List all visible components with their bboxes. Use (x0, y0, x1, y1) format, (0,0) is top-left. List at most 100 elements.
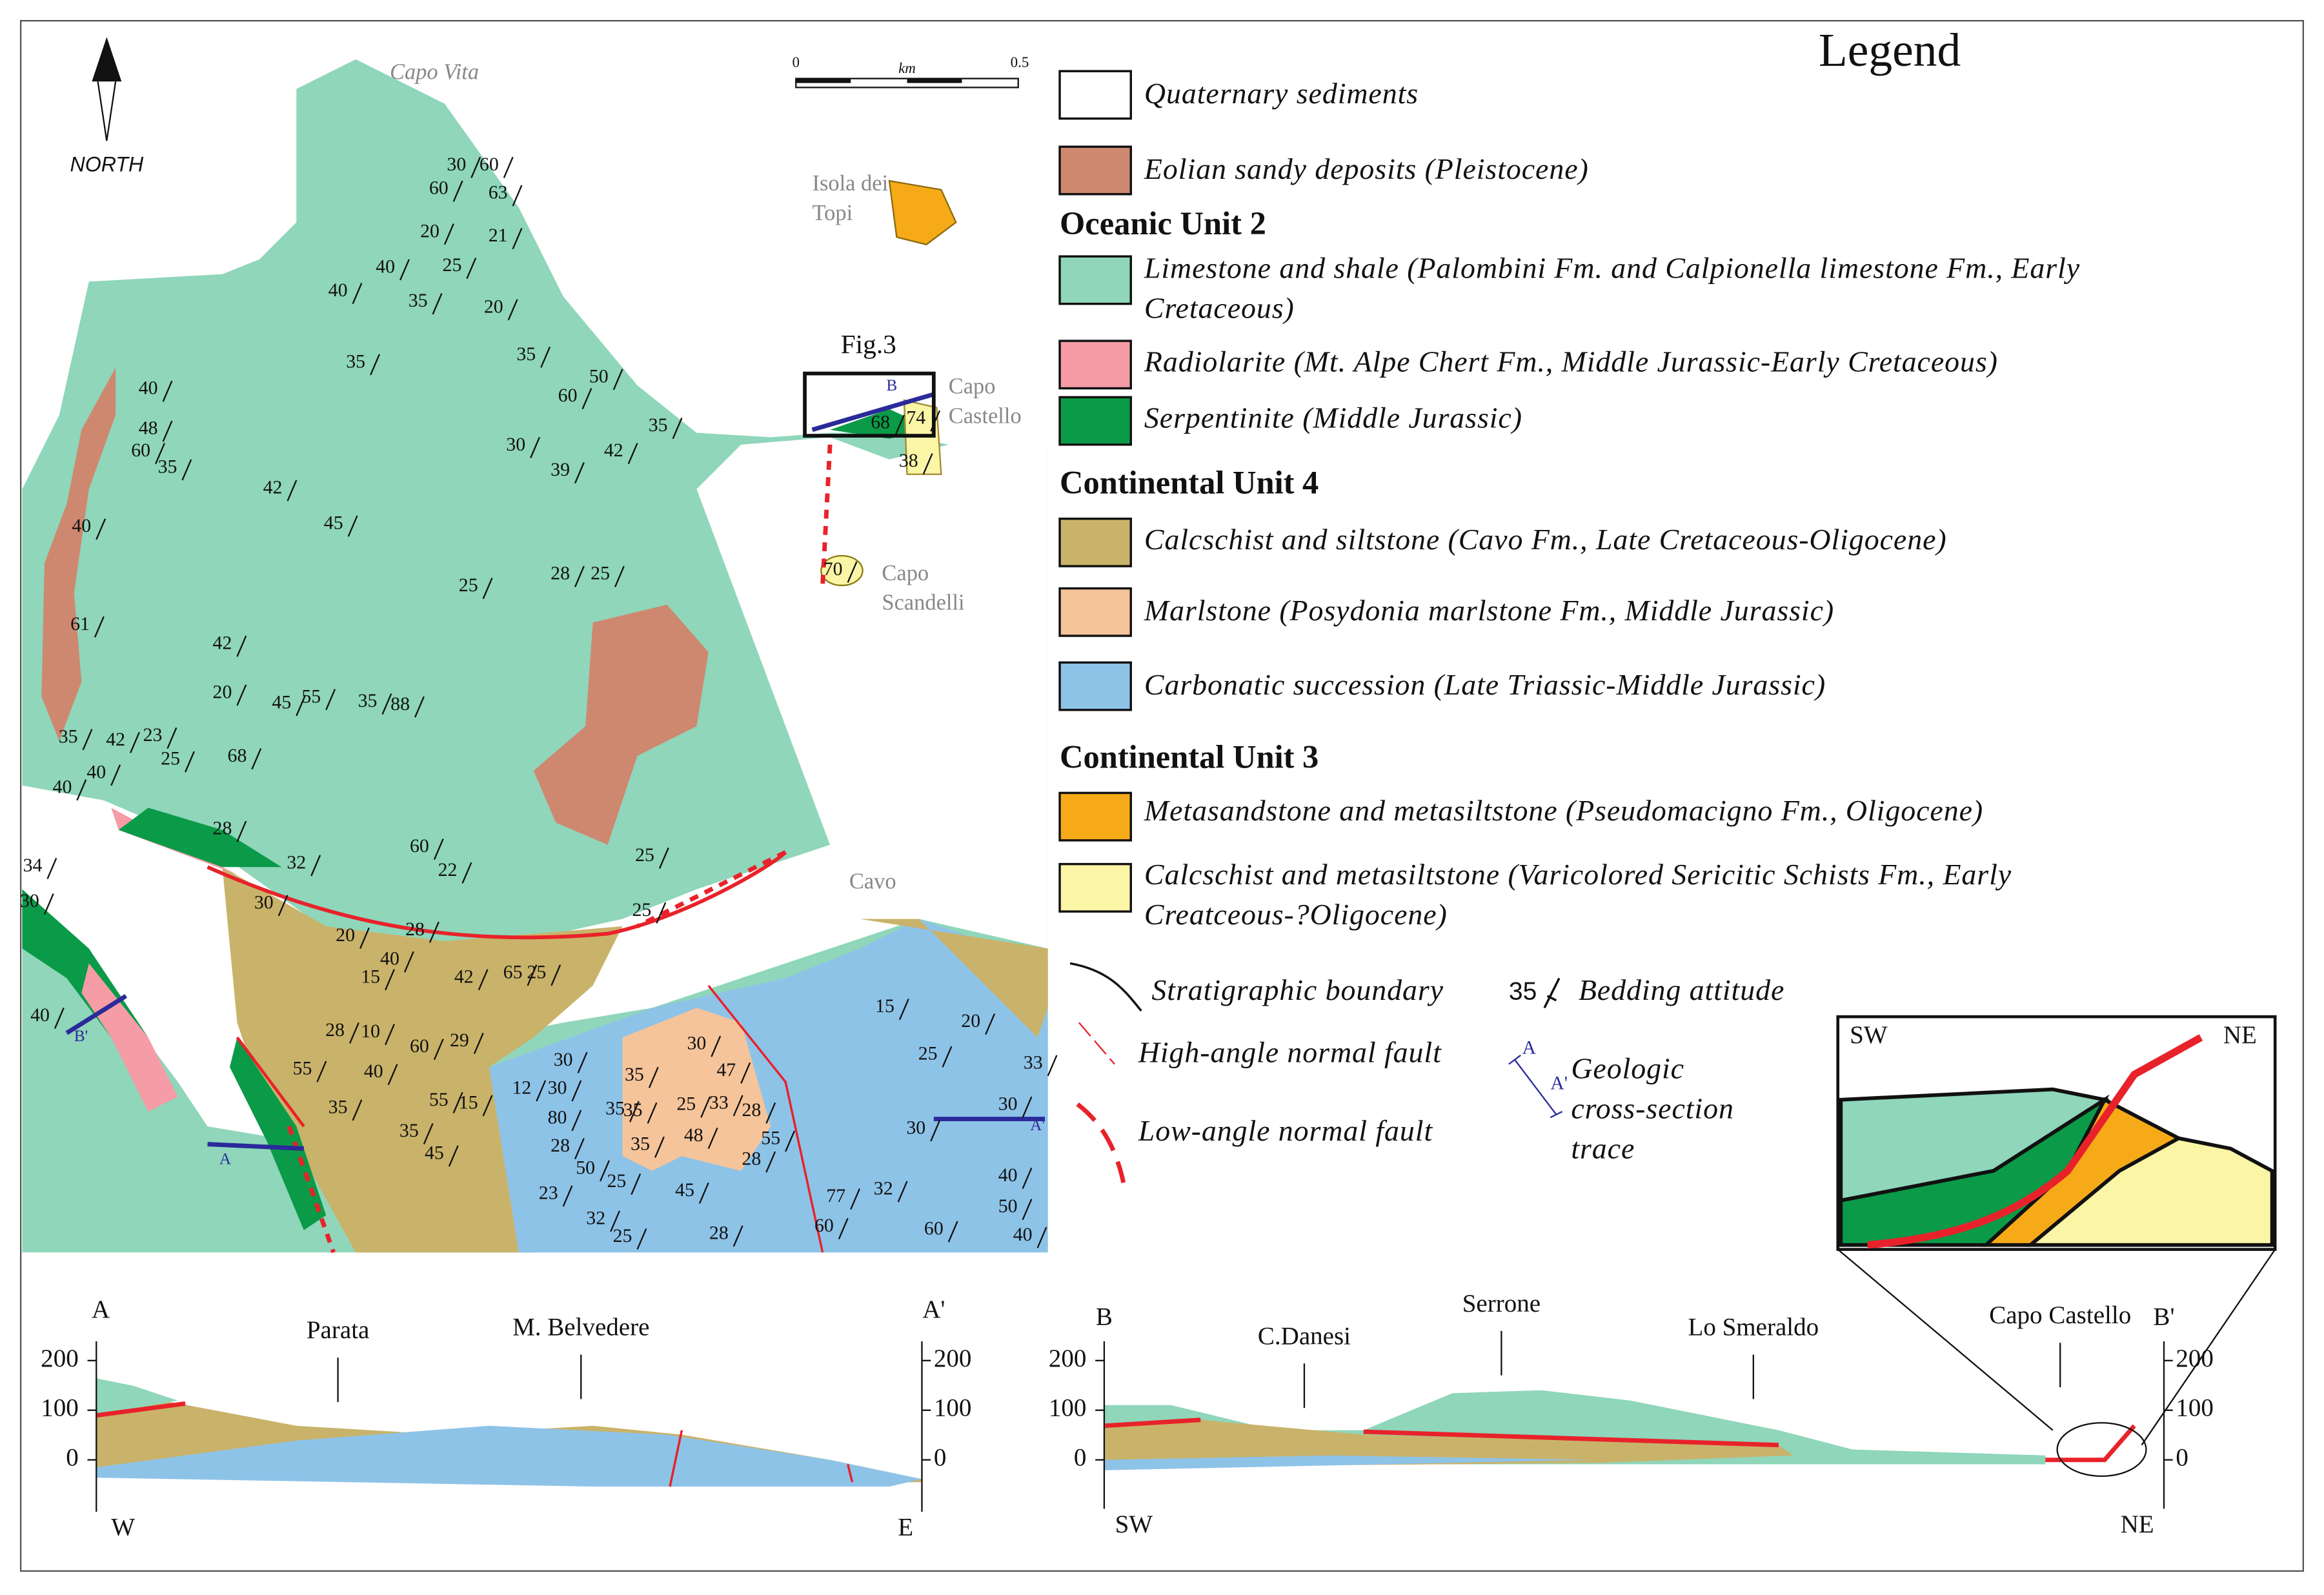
bedding-symbol (461, 862, 472, 884)
trace-symbol (1508, 1054, 1563, 1119)
bedding-symbol (316, 1061, 327, 1082)
bedding-symbol (530, 436, 541, 458)
bedding-symbol (46, 857, 57, 880)
bedding-attitude: 25 (161, 748, 180, 769)
bedding-attitude: 20 (213, 681, 232, 702)
bedding-symbol (765, 1102, 776, 1124)
bedding-attitude: 38 (899, 450, 918, 471)
section-fault (96, 1401, 186, 1418)
inset-calcschist (2025, 1136, 2274, 1247)
section-place: Lo Smeraldo (1688, 1314, 1819, 1341)
bedding-symbol (359, 927, 370, 949)
inset (1836, 1015, 2277, 1446)
bedding-attitude: 28 (325, 1019, 345, 1041)
bedding-attitude: 55 (301, 686, 321, 707)
bedding-symbol (1047, 1055, 1058, 1077)
bedding-symbol (387, 1064, 398, 1086)
bedding-attitude: 35 (358, 690, 378, 711)
bedding-attitude: 15 (361, 966, 380, 987)
bedding-symbol (636, 1228, 647, 1250)
section-trace (207, 1142, 304, 1151)
bedding-symbol (452, 180, 463, 202)
bedding-symbol (540, 346, 551, 368)
bedding-symbol (403, 951, 414, 973)
bedding-symbol (507, 299, 518, 321)
scale-label: 0.5 (1011, 54, 1029, 70)
bedding-symbol (43, 893, 54, 915)
bedding-attitude: 47 (716, 1059, 736, 1081)
bedding-symbol (733, 1225, 743, 1247)
bedding-attitude: 60 (131, 440, 150, 461)
bedding-symbol (647, 1102, 658, 1124)
north-arrow (97, 81, 117, 141)
bedding-symbol (452, 1092, 463, 1113)
bedding-attitude: 48 (139, 418, 158, 439)
legend-label: Geologic (1571, 1052, 1684, 1085)
bedding-symbol (733, 1095, 743, 1117)
bedding-attitude: 35 (158, 456, 177, 477)
bedding-attitude: 28 (551, 1135, 570, 1156)
scale-bar (907, 78, 962, 83)
bedding-symbol (482, 1095, 493, 1117)
bedding-attitude: 40 (86, 761, 106, 782)
bedding-symbol (1543, 977, 1561, 1009)
bedding-attitude: 40 (380, 948, 399, 970)
bedding-attitude: 35 (605, 1098, 625, 1119)
bedding-attitude: 30 (506, 434, 525, 455)
bedding-symbol (898, 999, 909, 1021)
bedding-attitude: 28 (213, 818, 232, 839)
bedding-symbol (1022, 1096, 1033, 1118)
y-tick-label: 100 (2176, 1394, 2214, 1422)
bedding-symbol (251, 748, 262, 770)
legend-swatch (1058, 587, 1132, 637)
legend-title: Legend (1819, 24, 1961, 76)
low-angle-fault (636, 850, 787, 929)
calcschist-siltstone (860, 919, 1048, 1038)
bedding-symbol (473, 1032, 484, 1054)
legend-swatch (1058, 517, 1132, 567)
y-tick-label: 100 (934, 1394, 972, 1422)
bedding-attitude: 40 (72, 515, 91, 536)
bedding-symbol (627, 443, 638, 465)
bedding-attitude: 45 (272, 691, 291, 713)
bedding-attitude: 12 (512, 1077, 531, 1098)
calcschist-metasiltstone (820, 554, 864, 587)
section-place: Capo Castello (1989, 1301, 2131, 1329)
inset-leader (1837, 1248, 2054, 1431)
bedding-symbol (96, 518, 106, 540)
bedding-attitude: 25 (632, 899, 651, 920)
bedding-attitude: 30 (447, 154, 466, 175)
legend-label: Quaternary sediments (1144, 77, 1419, 110)
bedding-attitude: 45 (675, 1179, 694, 1201)
bedding-symbol (236, 684, 247, 706)
marlstone (622, 1008, 771, 1171)
legend-label: Limestone and shale (Palombini Fm. and C… (1144, 252, 2080, 285)
legend-heading: Continental Unit 3 (1060, 738, 1319, 775)
legend-swatch (1058, 340, 1132, 390)
bedding-symbol (162, 420, 173, 442)
legend-label: Serpentinite (Middle Jurassic) (1144, 401, 1522, 434)
bedding-attitude: 40 (364, 1061, 383, 1082)
bedding-attitude: 63 (489, 182, 508, 203)
bedding-attitude: 55 (761, 1128, 780, 1149)
bedding-symbol (466, 258, 477, 279)
bedding-attitude: 32 (586, 1208, 605, 1229)
bedding-attitude: 20 (484, 296, 503, 317)
serpentinite (118, 808, 282, 868)
bedding-symbol (942, 1046, 953, 1068)
section-place: Parata (307, 1316, 369, 1344)
section-calcschist (1104, 1419, 1794, 1468)
bedding-attitude: 35 (59, 726, 78, 747)
bedding-symbol (894, 414, 905, 436)
bedding-symbol (536, 1080, 547, 1102)
bedding-symbol (765, 1151, 776, 1173)
low-angle-fault (820, 444, 833, 586)
section-end-label: A (92, 1295, 110, 1323)
bedding-attitude: 42 (213, 633, 232, 654)
place-label: Capo (949, 374, 996, 398)
figure-box (803, 371, 936, 438)
bedding-symbol (600, 1160, 610, 1182)
bedding-attitude: 40 (53, 776, 72, 797)
bedding-attitude: 30 (998, 1093, 1018, 1115)
